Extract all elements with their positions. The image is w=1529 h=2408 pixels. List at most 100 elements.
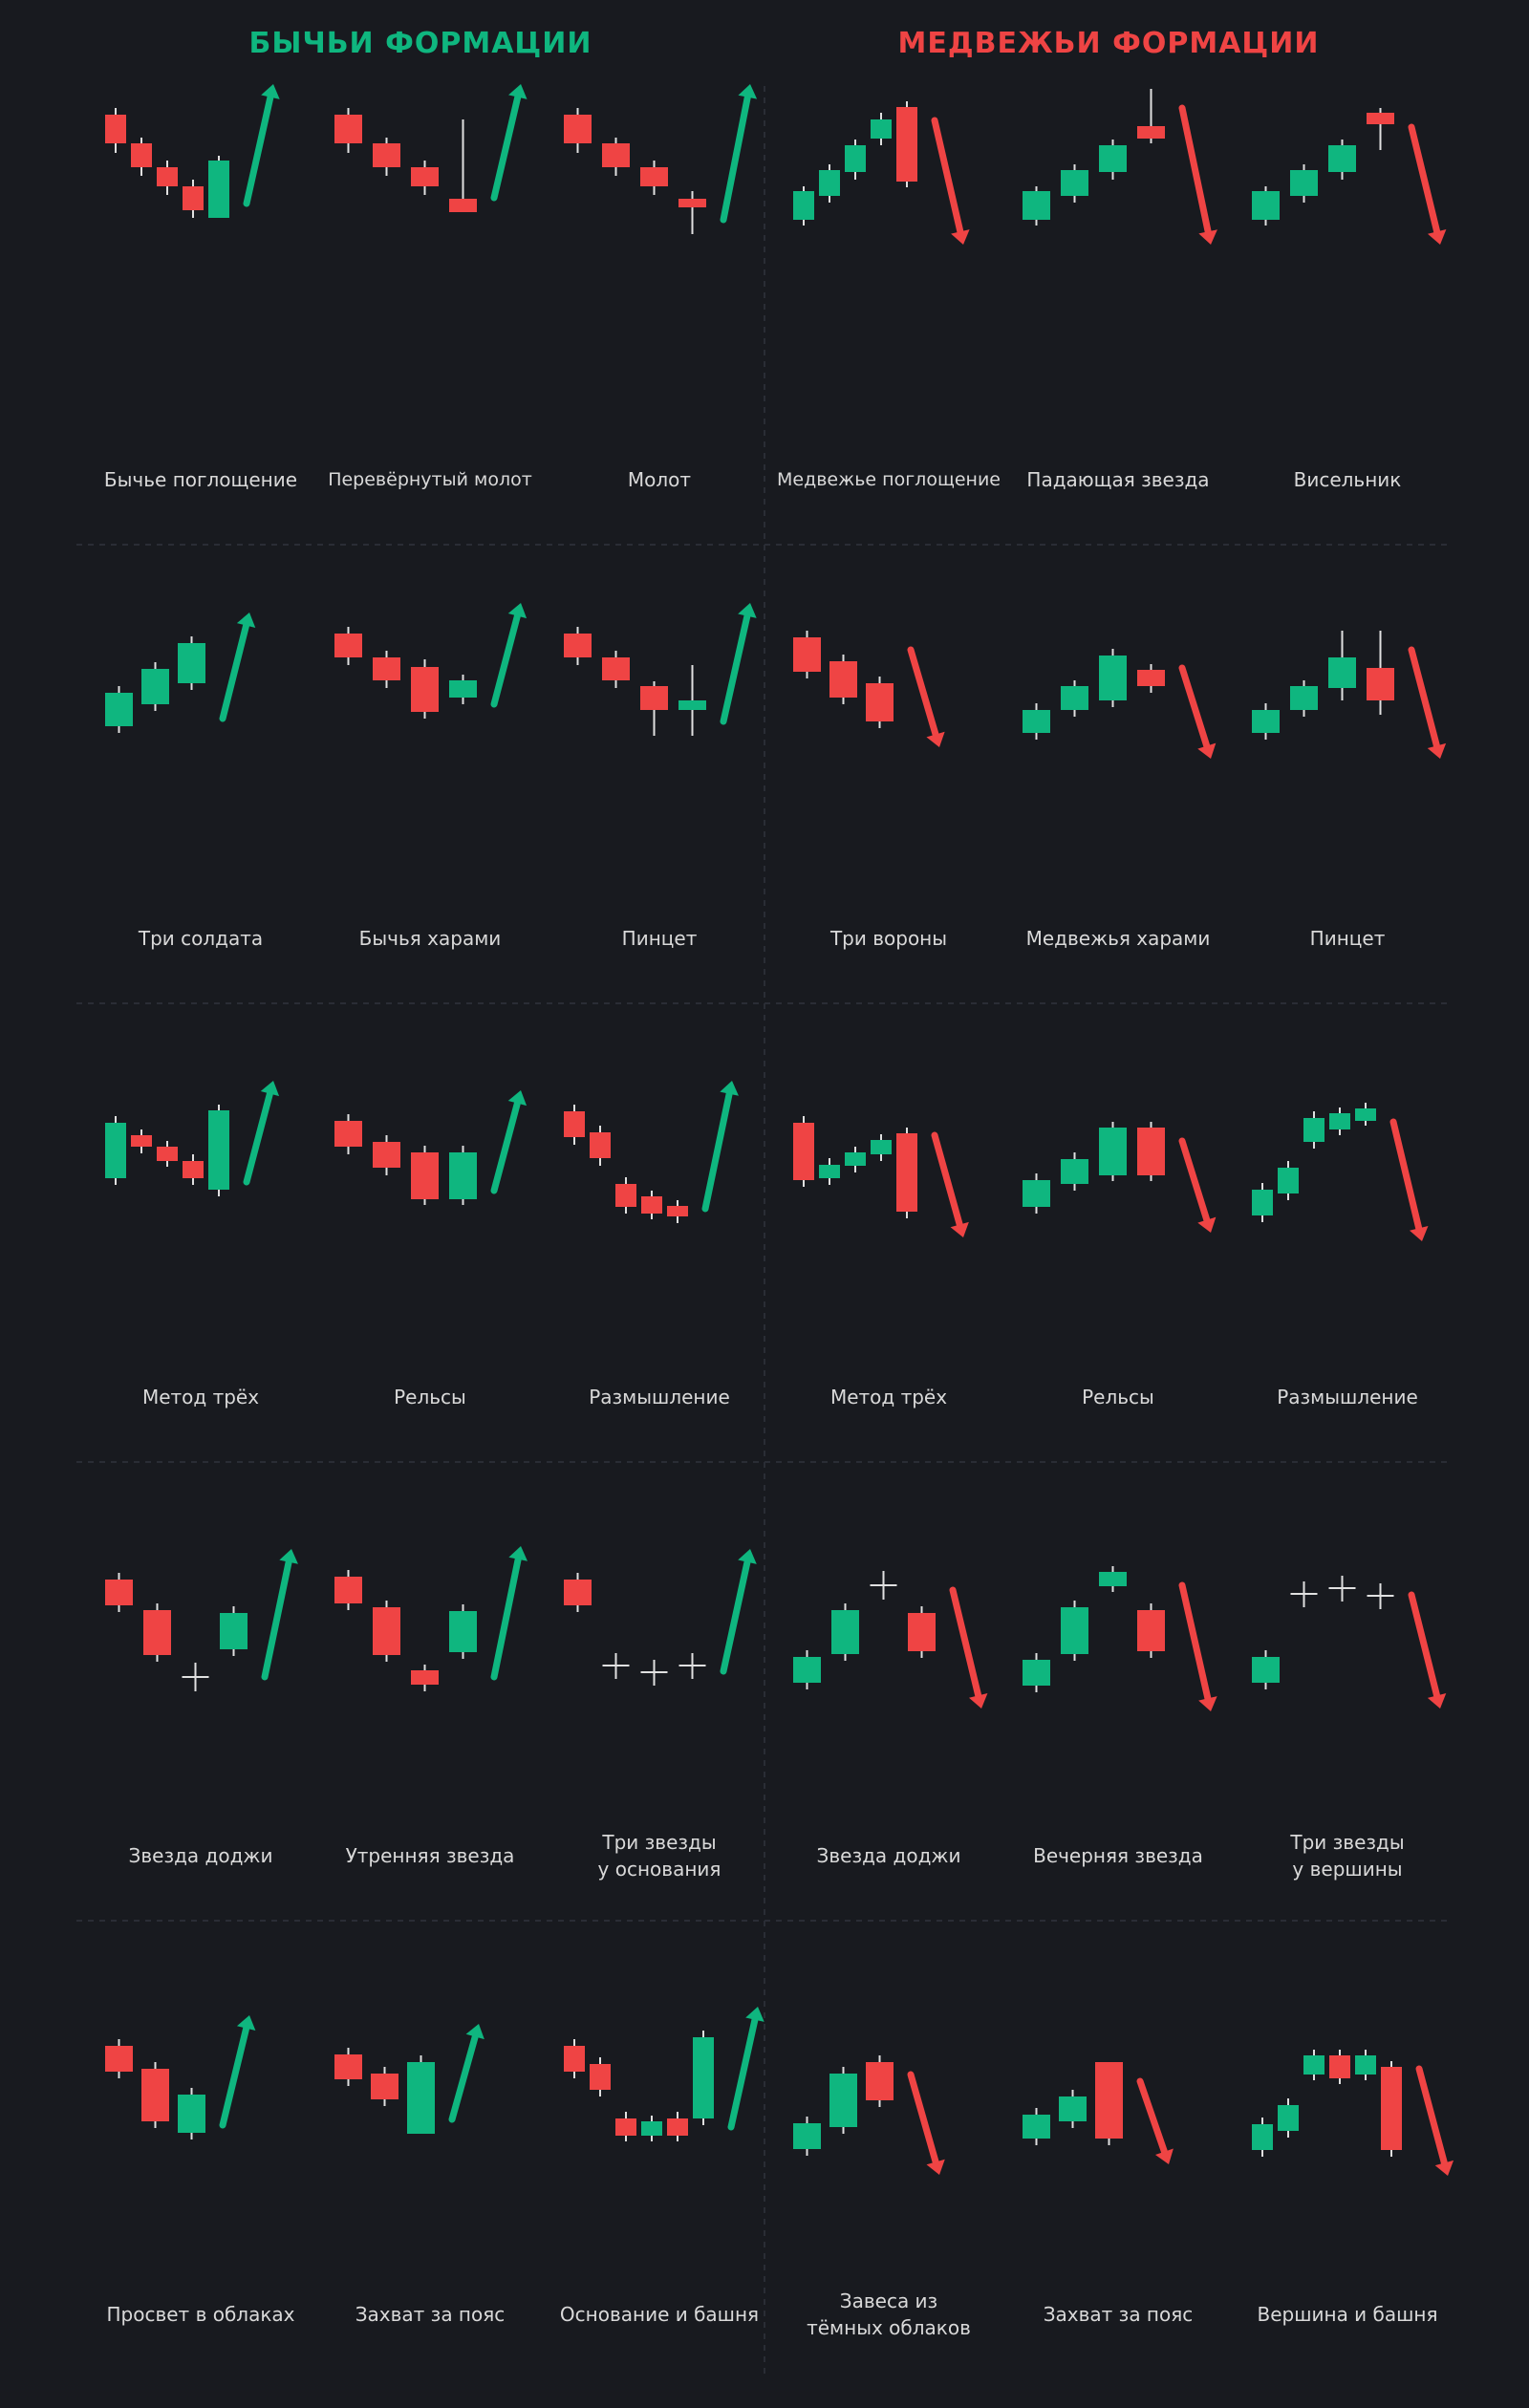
bear-candle — [373, 1142, 400, 1168]
bear-candle — [615, 1184, 636, 1207]
down-arrow-icon — [907, 2071, 939, 2166]
pattern-label: Падающая звезда — [1026, 468, 1210, 491]
down-arrow-icon — [1427, 742, 1447, 759]
up-arrow-icon — [219, 622, 250, 722]
bear-candle — [896, 107, 917, 182]
bear-candle — [449, 199, 477, 212]
bear-candle — [564, 2046, 585, 2072]
down-arrow-icon — [1178, 1581, 1212, 1702]
pattern-label: Размышление — [1277, 1386, 1418, 1408]
bull-candle — [1061, 1607, 1088, 1654]
bear-candle — [908, 1613, 936, 1651]
bear-candle — [1367, 668, 1394, 700]
down-arrow-icon — [1427, 229, 1447, 245]
bear-candle — [590, 1132, 611, 1158]
bear-candle — [641, 1196, 662, 1214]
pattern-label: Медвежье поглощение — [777, 469, 1001, 490]
bull-candle — [208, 161, 229, 218]
up-arrow-icon — [507, 1090, 528, 1107]
bear-candle — [411, 667, 439, 712]
bear-candle — [334, 1577, 362, 1603]
down-arrow-icon — [949, 1586, 982, 1699]
bear-candle — [157, 167, 178, 186]
up-arrow-icon — [219, 2025, 250, 2129]
down-arrow-icon — [1178, 664, 1211, 750]
up-arrow-icon — [236, 2015, 256, 2031]
bear-candle — [334, 1121, 362, 1147]
bull-candle — [1023, 710, 1050, 733]
bull-candle — [819, 1165, 840, 1178]
bear-candle — [1367, 113, 1394, 124]
bear-candle — [564, 115, 592, 143]
bear-candle — [640, 167, 668, 186]
bear-candle — [411, 1670, 439, 1685]
up-arrow-icon — [490, 94, 522, 202]
bull-candle — [178, 2095, 205, 2133]
up-arrow-icon — [738, 84, 758, 99]
bull-candle — [831, 1610, 859, 1654]
bear-candle — [1137, 126, 1165, 139]
bull-candle — [1099, 656, 1127, 700]
up-arrow-icon — [490, 1556, 522, 1681]
bull-candle — [1059, 2096, 1087, 2121]
bear-candle — [105, 2046, 133, 2072]
bear-candle — [183, 186, 204, 210]
up-arrow-icon — [260, 1081, 280, 1097]
bear-candle — [334, 634, 362, 657]
down-arrow-icon — [1197, 1216, 1217, 1233]
down-arrow-icon — [1198, 229, 1217, 245]
bear-candle — [667, 2118, 688, 2136]
bull-candle — [449, 680, 477, 698]
up-arrow-icon — [508, 84, 528, 99]
bear-candle — [373, 143, 400, 167]
pattern-label: Три солдата — [138, 927, 264, 950]
up-arrow-icon — [720, 613, 751, 725]
pattern-label: Висельник — [1293, 468, 1402, 491]
up-arrow-icon — [507, 603, 528, 619]
bull-candle — [678, 700, 706, 710]
bear-candle — [334, 115, 362, 143]
up-arrow-icon — [448, 2032, 479, 2123]
bullish-header: БЫЧЬИ ФОРМАЦИИ — [248, 27, 592, 60]
bear-candle — [1381, 2067, 1402, 2150]
pattern-label: Рельсы — [1082, 1386, 1154, 1408]
bear-candle — [105, 115, 126, 143]
down-arrow-icon — [1389, 1118, 1423, 1232]
bear-candle — [141, 2069, 169, 2121]
pattern-label: Просвет в облаках — [106, 2303, 295, 2326]
up-arrow-icon — [490, 1100, 521, 1194]
bear-candle — [564, 634, 592, 657]
bull-candle — [141, 669, 169, 704]
down-arrow-icon — [926, 2159, 945, 2175]
up-arrow-icon — [701, 1090, 733, 1213]
bear-candle — [829, 661, 857, 698]
down-arrow-icon — [1410, 1226, 1429, 1241]
down-arrow-icon — [926, 731, 945, 747]
bull-candle — [1290, 686, 1318, 710]
bull-candle — [1061, 1159, 1088, 1184]
bear-candle — [1329, 2055, 1350, 2078]
bull-candle — [871, 1140, 892, 1154]
up-arrow-icon — [490, 613, 521, 708]
down-arrow-icon — [1408, 646, 1440, 749]
bear-candle — [334, 2054, 362, 2079]
bear-candle — [373, 1607, 400, 1655]
bear-candle — [1137, 1128, 1165, 1175]
down-arrow-icon — [907, 646, 939, 739]
up-arrow-icon — [720, 94, 751, 224]
bull-candle — [793, 2123, 821, 2149]
bull-candle — [1061, 170, 1088, 196]
bull-candle — [449, 1152, 477, 1199]
bear-candle — [896, 1133, 917, 1212]
pattern-label: Основание и башня — [559, 2303, 760, 2326]
bear-candle — [1137, 670, 1165, 686]
bear-candle — [1137, 1610, 1165, 1651]
bull-candle — [829, 2074, 857, 2127]
pattern-label: Метод трёх — [141, 1386, 260, 1408]
up-arrow-icon — [261, 84, 280, 99]
pattern-label: Молот — [627, 468, 692, 491]
bull-candle — [178, 643, 205, 683]
bull-candle — [1099, 1572, 1127, 1586]
down-arrow-icon — [951, 229, 970, 245]
